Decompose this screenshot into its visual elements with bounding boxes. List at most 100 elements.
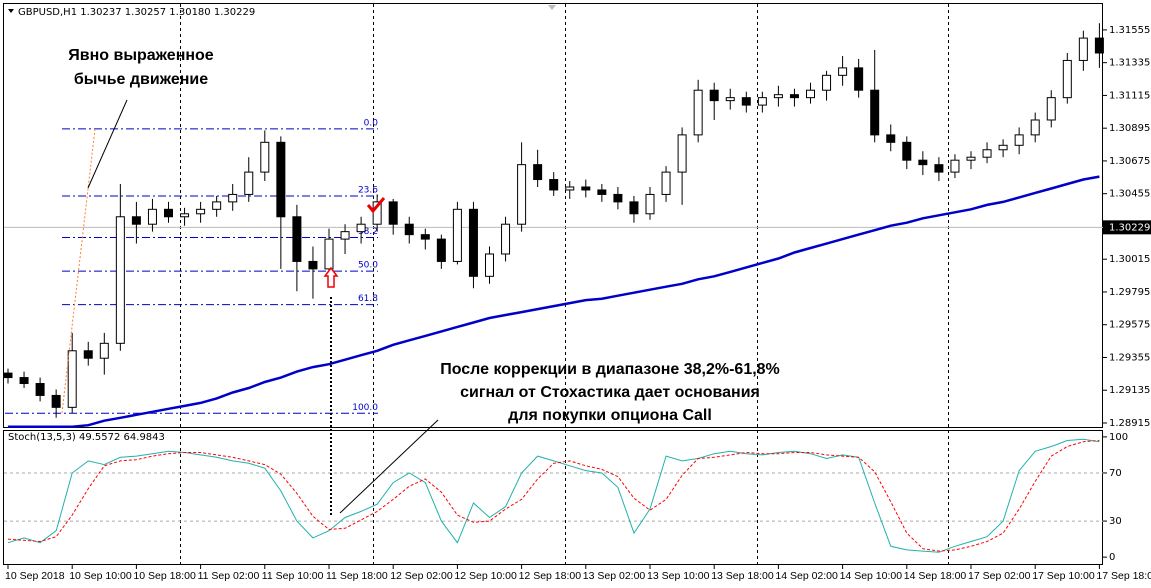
candle-body xyxy=(196,208,206,215)
candle-body xyxy=(212,201,222,210)
y-tick-label: 1.31335 xyxy=(1109,58,1150,69)
y-tick-label: 1.29795 xyxy=(1109,287,1150,298)
y-tick-label: 1.30015 xyxy=(1109,254,1150,265)
x-tick-label: 14 Sep 10:00 xyxy=(840,570,903,582)
candle-body xyxy=(709,89,719,102)
candle-body xyxy=(35,383,45,396)
price-frame xyxy=(3,3,1103,428)
candle-body xyxy=(886,134,896,143)
stoch-line xyxy=(7,440,1100,552)
candle-body xyxy=(115,216,125,344)
stoch-frame xyxy=(3,430,1103,565)
candle-body xyxy=(517,164,527,225)
last-price-box xyxy=(1103,220,1151,235)
y-tick-label: 1.29135 xyxy=(1109,385,1150,396)
x-tick-label: 17 Sep 10:00 xyxy=(1032,570,1095,582)
candle-body xyxy=(260,141,270,173)
candle-body xyxy=(838,67,848,76)
x-tick-label: 17 Sep 18:00 xyxy=(1096,570,1151,582)
candle-body xyxy=(822,74,832,91)
candle-body xyxy=(645,193,655,215)
x-tick-label: 11 Sep 10:00 xyxy=(262,570,324,582)
candle-body xyxy=(468,208,478,277)
y-tick-label: 1.30455 xyxy=(1109,189,1150,200)
x-tick-label: 10 Sep 2018 xyxy=(5,570,65,582)
annotation: сигнал от Стохастика дает основания xyxy=(460,384,760,401)
candle-body xyxy=(661,171,671,195)
candle-body xyxy=(1030,119,1040,136)
candle-body xyxy=(1078,37,1088,61)
candle-body xyxy=(982,149,992,158)
x-tick-label: 11 Sep 02:00 xyxy=(198,570,260,582)
candle-body xyxy=(806,89,815,99)
annotation: Явно выраженное xyxy=(68,47,214,64)
candle-body xyxy=(902,141,912,161)
candle-body xyxy=(308,260,318,270)
candle-body xyxy=(870,89,880,136)
candle-body xyxy=(340,231,350,240)
candle-body xyxy=(228,193,238,203)
candle-body xyxy=(404,223,414,236)
y-tick-label: 1.28915 xyxy=(1109,418,1150,429)
x-tick-label: 10 Sep 18:00 xyxy=(133,570,196,582)
candle-body xyxy=(244,171,254,195)
y-tick-label: 1.30895 xyxy=(1109,123,1150,134)
candle-body xyxy=(180,213,190,218)
candle-body xyxy=(67,350,77,408)
candle-body xyxy=(789,94,799,99)
candle-body xyxy=(131,216,141,225)
y-tick-label: 1.30675 xyxy=(1109,156,1150,167)
candle-body xyxy=(1062,59,1072,99)
x-tick-label: 13 Sep 18:00 xyxy=(711,570,774,582)
fibo-label: 0.0 xyxy=(364,118,379,128)
y-tick-label: 1.29355 xyxy=(1109,352,1150,363)
x-tick-label: 13 Sep 02:00 xyxy=(583,570,646,582)
candle-body xyxy=(998,144,1008,151)
candle-body xyxy=(629,201,639,215)
candle-body xyxy=(19,377,29,385)
stoch-line xyxy=(7,438,1100,553)
scroll-marker xyxy=(548,5,556,10)
chart-title: GBPUSD,H1 1.30237 1.30257 1.30180 1.3022… xyxy=(18,7,255,18)
candle-body xyxy=(677,134,687,173)
candle-body xyxy=(918,159,928,166)
candle-body xyxy=(549,179,559,191)
candle-body xyxy=(388,201,398,225)
check-mark xyxy=(366,197,386,214)
y-tick-label: 1.31555 xyxy=(1109,25,1150,36)
candle-body xyxy=(741,97,751,106)
candle-body xyxy=(51,394,61,408)
candle-body xyxy=(324,238,334,270)
candle-body xyxy=(99,342,109,359)
candle-body xyxy=(966,156,976,161)
candle-body xyxy=(420,234,430,240)
candle-body xyxy=(1094,37,1104,54)
candle-body xyxy=(485,253,494,277)
candle-body xyxy=(356,223,366,233)
candle-body xyxy=(147,208,157,225)
pointer xyxy=(339,419,439,514)
candle-body xyxy=(83,350,93,359)
candle-body xyxy=(693,89,703,136)
x-tick-label: 12 Sep 18:00 xyxy=(519,570,582,582)
y-tick-label: 70 xyxy=(1109,468,1122,479)
stoch-label: Stoch(13,5,3) 49.5572 64.9843 xyxy=(8,432,165,443)
x-tick-label: 12 Sep 02:00 xyxy=(390,570,453,582)
candle-body xyxy=(501,223,511,255)
x-tick-label: 14 Sep 18:00 xyxy=(904,570,967,582)
candle-body xyxy=(1046,97,1056,121)
menu-triangle xyxy=(8,9,14,13)
fibo-label: 100.0 xyxy=(352,403,378,413)
y-tick-label: 1.31115 xyxy=(1109,90,1150,101)
x-tick-label: 14 Sep 02:00 xyxy=(775,570,838,582)
candle-body xyxy=(565,186,575,191)
fibo-label: 61.8 xyxy=(358,294,378,304)
candle-body xyxy=(725,97,735,102)
fibo-label: 50.0 xyxy=(358,261,378,271)
pointer xyxy=(87,99,128,189)
x-tick-label: 10 Sep 10:00 xyxy=(69,570,132,582)
up-arrow xyxy=(323,266,339,288)
y-tick-label: 30 xyxy=(1109,516,1122,527)
